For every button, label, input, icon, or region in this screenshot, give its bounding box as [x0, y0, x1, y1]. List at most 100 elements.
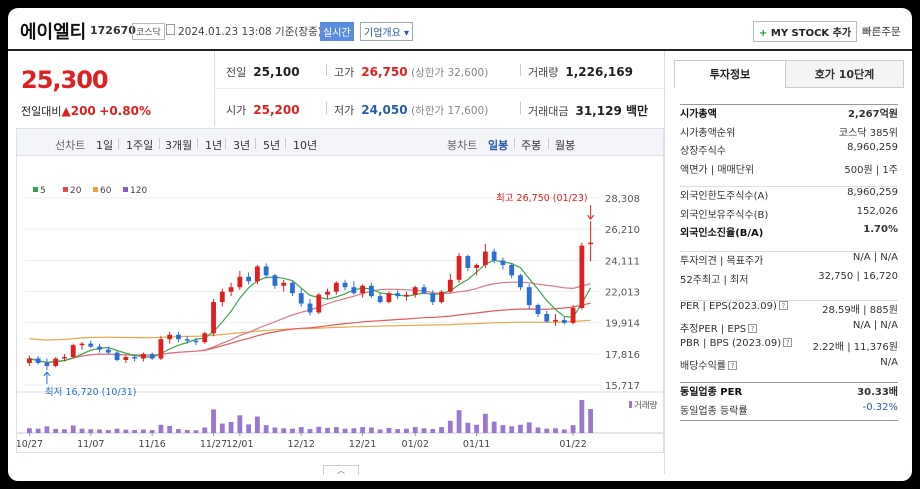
- info-value: 2,267억원: [847, 109, 898, 120]
- info-key: 동일업종 PER: [680, 387, 743, 398]
- low-label: 저가: [334, 104, 355, 117]
- volume-bar: [298, 427, 304, 433]
- y-tick-label: 19,914: [605, 319, 640, 330]
- candle-body: [263, 266, 269, 276]
- info-value: N/A: [880, 356, 898, 368]
- candle-body: [439, 291, 444, 303]
- volume-bar: [500, 425, 506, 433]
- y-tick-label: 24,111: [605, 256, 640, 267]
- up-triangle-icon: ▲: [61, 104, 71, 118]
- info-row: PBR | BPS (2023.09)? 2.22배 | 11,376원: [680, 335, 898, 353]
- candle-body: [246, 276, 252, 282]
- period-5y[interactable]: 5년: [263, 139, 281, 152]
- volume-bar: [237, 415, 243, 433]
- divider: [285, 138, 286, 149]
- info-key: 외국인소진율(B/A): [680, 228, 764, 239]
- volume-bar: [553, 428, 558, 433]
- candle-body: [377, 296, 383, 303]
- divider: [118, 138, 119, 149]
- candle-body: [298, 293, 304, 304]
- change-percent: +0.80%: [99, 104, 151, 118]
- quick-order-link[interactable]: 빠른주문: [862, 26, 901, 38]
- volume-legend-swatch: [629, 401, 632, 408]
- volume-bar: [544, 428, 550, 433]
- x-tick-label: 01/02: [402, 439, 429, 450]
- stock-summary-panel: 에이엘티 172670 코스닥 2024.01.23 13:08 기준(장중) …: [8, 8, 912, 481]
- divider: [520, 64, 521, 76]
- candle-body: [44, 362, 50, 366]
- period-1d[interactable]: 1일: [96, 139, 114, 152]
- divider: [326, 102, 327, 114]
- candle-body: [447, 279, 453, 292]
- tab-orderbook[interactable]: 호가 10단계: [785, 60, 904, 88]
- candle-body: [474, 264, 480, 268]
- realtime-button[interactable]: 실시간: [320, 22, 354, 41]
- period-monthly[interactable]: 월봉: [555, 139, 576, 152]
- candle-body: [140, 354, 146, 359]
- x-tick-label: 11/16: [138, 439, 165, 450]
- info-value: 500원 | 1주: [844, 164, 898, 176]
- volume-bar: [491, 421, 497, 433]
- period-daily[interactable]: 일봉: [488, 139, 509, 152]
- volume-bar: [97, 429, 102, 433]
- divider: [680, 186, 898, 187]
- my-stock-add-button[interactable]: + MY STOCK 추가: [753, 21, 858, 42]
- help-icon[interactable]: ?: [728, 360, 737, 370]
- info-row: 52주최고 | 최저 32,750 | 16,720: [680, 268, 898, 286]
- legend-label: 120: [130, 186, 147, 196]
- volume-bar: [193, 430, 199, 433]
- timestamp: 2024.01.23 13:08 기준(장중): [178, 26, 322, 38]
- help-icon[interactable]: ?: [783, 338, 793, 347]
- change-label: 전일대비: [21, 105, 62, 118]
- divider: [255, 138, 256, 149]
- legend-label: 5: [40, 186, 46, 196]
- candle-body: [62, 357, 67, 359]
- candle-body: [307, 303, 313, 313]
- period-weekly[interactable]: 주봉: [521, 139, 542, 152]
- volume-bar: [105, 430, 111, 433]
- info-value: 1.70%: [863, 224, 898, 235]
- y-tick-label: 28,308: [605, 194, 640, 205]
- candle-body: [105, 349, 111, 353]
- volume-bar: [447, 420, 453, 433]
- volume-bar: [535, 427, 541, 433]
- candle-body: [228, 287, 234, 292]
- period-1y[interactable]: 1년: [205, 139, 223, 152]
- divider: [680, 104, 898, 105]
- info-row: 외국인소진율(B/A) 1.70%: [680, 221, 898, 239]
- legend-label: 20: [70, 186, 82, 196]
- candle-body: [430, 293, 436, 303]
- period-3m[interactable]: 3개월: [165, 139, 193, 152]
- candlestick-chart[interactable]: 28,308 26,210 24,111 22,013 19,914 17,816 15,7…: [16, 156, 664, 452]
- company-info-dropdown[interactable]: 기업개요 ▾: [360, 22, 414, 41]
- info-key: 상장주식수: [680, 146, 726, 157]
- period-1w[interactable]: 1주일: [126, 139, 154, 152]
- candle-body: [421, 287, 427, 294]
- line-chart-label: 선차트: [55, 139, 86, 152]
- x-tick-label: 12/12: [288, 439, 315, 450]
- volume-bar: [465, 422, 471, 433]
- candle-body: [325, 291, 330, 295]
- stock-code: 172670: [90, 24, 136, 37]
- divider: [514, 138, 515, 149]
- volume-bar: [386, 427, 392, 433]
- candle-body: [465, 256, 471, 268]
- prev-close: 전일 25,100: [226, 64, 300, 80]
- tab-investment-info[interactable]: 투자정보: [674, 60, 786, 88]
- period-10y[interactable]: 10년: [293, 139, 318, 152]
- info-key: 시가총액: [680, 109, 717, 120]
- info-value: 8,960,259: [847, 187, 898, 198]
- info-value: 8,960,259: [847, 142, 898, 153]
- period-3y[interactable]: 3년: [233, 139, 251, 152]
- volume-bar: [377, 429, 383, 433]
- help-icon[interactable]: ?: [778, 301, 788, 310]
- volume-bar: [588, 409, 594, 433]
- moving-average-line: [29, 319, 591, 341]
- candle-body: [404, 294, 409, 297]
- info-key: 동일업종 등락률: [680, 405, 748, 417]
- x-tick-label: 11/27: [200, 439, 227, 450]
- collapse-chart-button[interactable]: ︿: [323, 465, 359, 475]
- help-icon[interactable]: ?: [748, 323, 758, 333]
- lower-limit: (하한가 17,600): [411, 105, 489, 117]
- info-value: 32,750 | 16,720: [818, 270, 898, 282]
